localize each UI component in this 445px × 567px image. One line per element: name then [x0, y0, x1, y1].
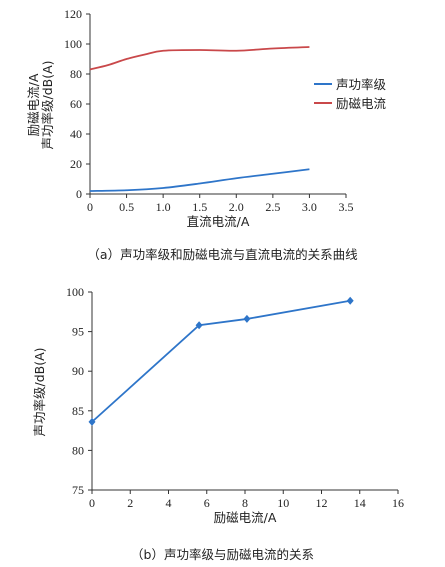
- b-data-point: [346, 296, 354, 305]
- chart-a-caption: （a）声功率级和励磁电流与直流电流的关系曲线: [87, 247, 358, 262]
- b-y-tick-label: 80: [72, 443, 84, 457]
- chart-b-x-axis-label: 励磁电流/A: [214, 510, 277, 525]
- b-y-tick-label: 85: [72, 404, 84, 418]
- a-y-tick-label: 0: [76, 187, 82, 201]
- a-x-tick-label: 2.0: [229, 200, 244, 214]
- a-y-tick-label: 60: [70, 97, 82, 111]
- a-x-tick-label: 3.0: [302, 200, 317, 214]
- b-y-tick-label: 100: [66, 285, 84, 299]
- a-series-line-1: [89, 46, 310, 71]
- b-x-tick-label: 16: [392, 496, 404, 510]
- b-data-point: [243, 314, 251, 323]
- b-y-tick-label: 75: [72, 483, 84, 497]
- b-x-tick-label: 12: [316, 496, 328, 510]
- b-x-tick-label: 10: [277, 496, 289, 510]
- a-y-tick-label: 120: [64, 7, 82, 21]
- b-series-line-0: [91, 299, 351, 423]
- chart-a-x-axis-label: 直流电流/A: [187, 214, 250, 229]
- legend-label-excitation: 励磁电流: [336, 96, 387, 111]
- b-x-tick-label: 0: [89, 496, 95, 510]
- chart-b: 75 80 85 90 95 100 0 2 4 6 8 10 12 14 16 励磁电流/A 声功率级/…: [32, 285, 404, 525]
- b-x-tick-label: 8: [242, 496, 248, 510]
- a-x-tick-label: 3.5: [339, 200, 354, 214]
- b-data-point: [195, 321, 203, 330]
- chart-a: 0 20 40 60 80 100 120 0 0.5 1.0 1.5 2.0 2.5 3.0 3.5 直…: [26, 7, 387, 229]
- a-y-tick-label: 40: [70, 127, 82, 141]
- a-x-tick-label: 1.0: [156, 200, 171, 214]
- b-y-tick-label: 90: [72, 364, 84, 378]
- a-y-tick-label: 20: [70, 157, 82, 171]
- b-data-point: [88, 417, 96, 426]
- a-x-tick-label: 2.5: [265, 200, 280, 214]
- chart-a-y-axis-label-1: 励磁电流/A: [26, 73, 41, 136]
- b-x-tick-label: 2: [127, 496, 133, 510]
- chart-a-legend: 声功率级 励磁电流: [314, 77, 387, 111]
- a-x-tick-label: 1.5: [192, 200, 207, 214]
- a-y-tick-label: 100: [64, 37, 82, 51]
- a-x-tick-label: 0.5: [119, 200, 134, 214]
- legend-label-sound-power: 声功率级: [336, 77, 387, 92]
- chart-b-y-axis-label: 声功率级/dB(A): [32, 347, 47, 436]
- a-y-tick-label: 80: [70, 67, 82, 81]
- b-y-tick-label: 95: [72, 325, 84, 339]
- a-x-tick-label: 0: [87, 200, 93, 214]
- chart-b-caption: （b）声功率级与励磁电流的关系: [131, 547, 314, 562]
- b-x-tick-label: 14: [354, 496, 366, 510]
- chart-a-y-axis-label-2: 声功率级/dB(A): [40, 60, 55, 149]
- b-x-tick-label: 6: [204, 496, 210, 510]
- a-series-line-0: [89, 168, 310, 192]
- b-x-tick-label: 4: [166, 496, 172, 510]
